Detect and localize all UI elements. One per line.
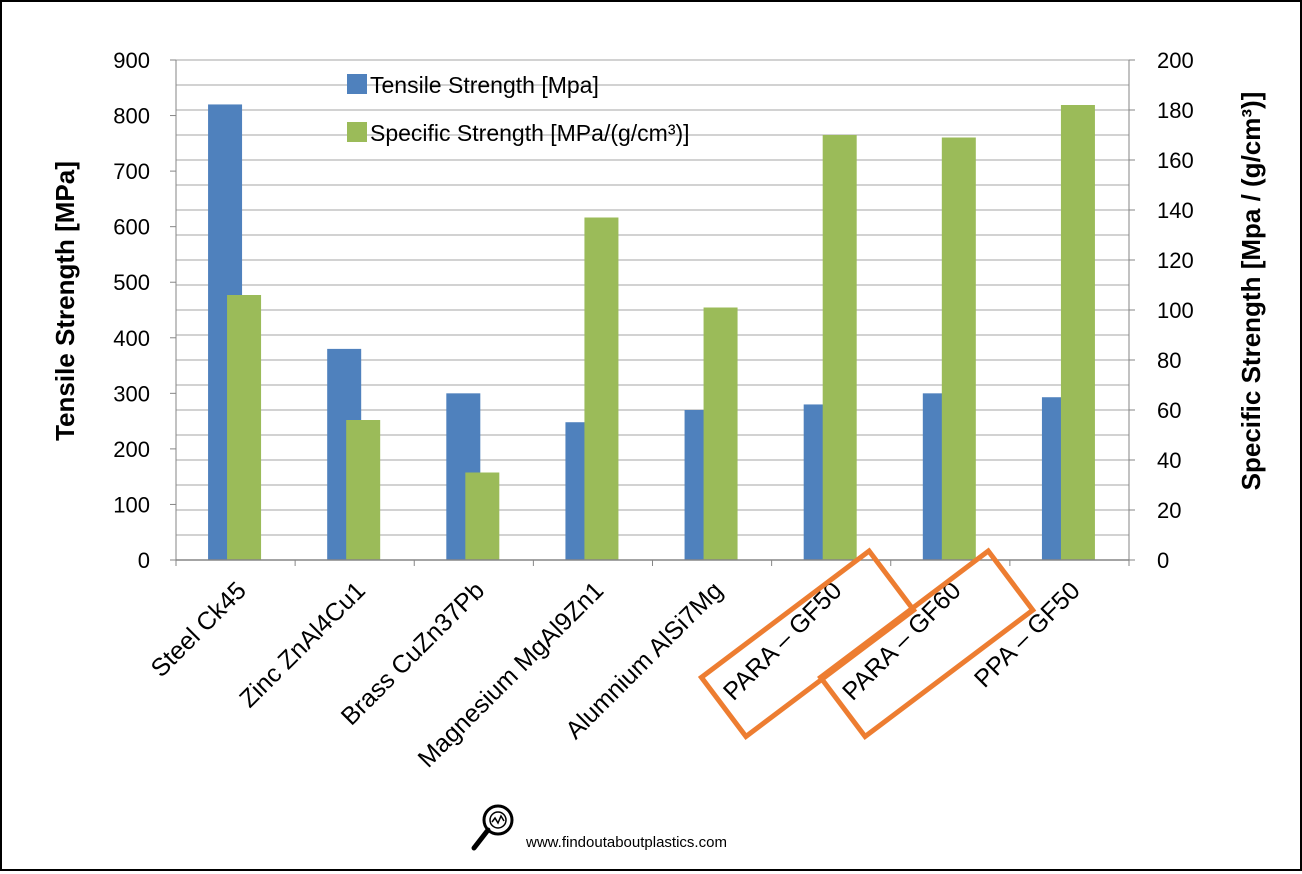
y-tick-label: 500 — [113, 270, 150, 295]
bars-group — [208, 104, 1095, 560]
y2-tick-label: 20 — [1157, 498, 1181, 523]
bar-specific — [1060, 105, 1095, 560]
y-tick-label: 700 — [113, 159, 150, 184]
highlight-boxes — [697, 547, 1037, 741]
y-tick-label: 0 — [138, 548, 150, 573]
y-axis-ticks: 0 100 200 300 400 500 600 700 800 900 — [113, 48, 176, 573]
legend-swatch-tensile — [347, 74, 367, 94]
legend-label-specific: Specific Strength [MPa/(g/cm³)] — [370, 120, 690, 146]
legend: Tensile Strength [Mpa] Specific Strength… — [347, 72, 690, 146]
y2-tick-label: 200 — [1157, 48, 1194, 73]
highlight-box-outline — [817, 547, 1037, 741]
y2-tick-label: 160 — [1157, 148, 1194, 173]
y2-tick-label: 180 — [1157, 98, 1194, 123]
y-tick-label: 200 — [113, 437, 150, 462]
footer: www.findoutaboutplastics.com — [471, 804, 727, 851]
legend-swatch-specific — [347, 122, 367, 142]
y2-tick-label: 100 — [1157, 298, 1194, 323]
bar-specific — [584, 217, 619, 560]
y2-tick-label: 60 — [1157, 398, 1181, 423]
y-axis-title: Tensile Strength [MPa] — [50, 161, 80, 441]
magnifier-logo-icon — [471, 804, 514, 851]
y-tick-label: 900 — [113, 48, 150, 73]
highlight-box — [817, 547, 1037, 741]
x-category-label: Steel Ck45 — [146, 576, 252, 682]
y2-tick-label: 140 — [1157, 198, 1194, 223]
bar-specific — [346, 420, 381, 560]
bar-specific — [703, 307, 738, 560]
y2-tick-label: 0 — [1157, 548, 1169, 573]
x-category-label: Zinc ZnAl4Cu1 — [234, 576, 371, 713]
bar-specific — [227, 295, 262, 560]
y-tick-label: 100 — [113, 492, 150, 517]
bar-specific — [822, 135, 857, 560]
y-tick-label: 600 — [113, 215, 150, 240]
footer-url[interactable]: www.findoutaboutplastics.com — [525, 834, 727, 851]
x-category-label: PPA – GF50 — [969, 576, 1086, 693]
y2-tick-label: 80 — [1157, 348, 1181, 373]
y-tick-label: 300 — [113, 381, 150, 406]
y2-tick-label: 40 — [1157, 448, 1181, 473]
bar-specific — [941, 137, 976, 560]
y2-axis-ticks: 0 20 40 60 80 100 120 140 160 180 200 — [1129, 48, 1194, 573]
y-tick-label: 800 — [113, 104, 150, 129]
y-tick-label: 400 — [113, 326, 150, 351]
legend-label-tensile: Tensile Strength [Mpa] — [370, 72, 599, 98]
bar-specific — [465, 472, 500, 560]
y2-tick-label: 120 — [1157, 248, 1194, 273]
y2-axis-title: Specific Strength [Mpa / (g/cm³)] — [1236, 92, 1266, 491]
